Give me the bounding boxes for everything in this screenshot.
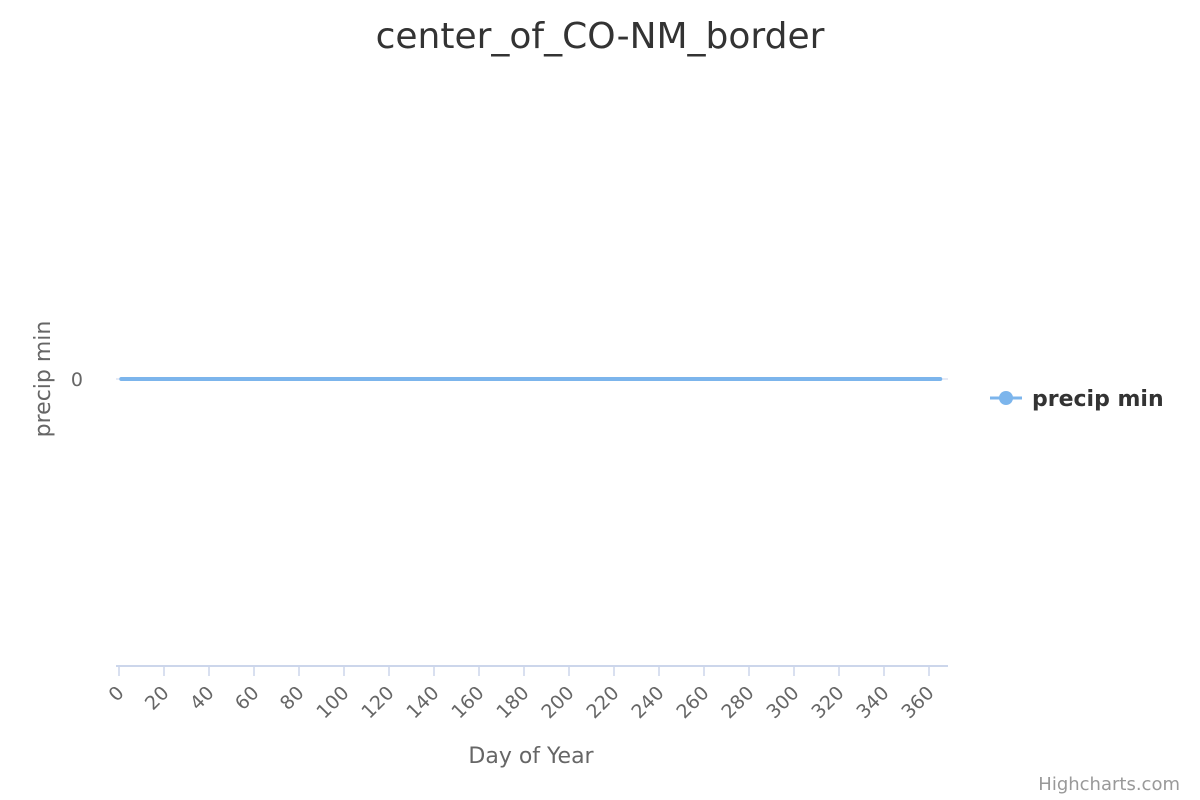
x-tick-label: 320 [807,682,848,723]
x-tick-label: 360 [897,682,938,723]
legend-marker [999,391,1013,405]
x-tick-label: 340 [852,682,893,723]
x-axis-title: Day of Year [468,744,594,769]
x-tick-label: 220 [582,682,623,723]
legend-label: precip min [1032,387,1164,412]
x-tick-label: 280 [717,682,758,723]
x-tick-label: 60 [231,682,264,715]
x-tick-label: 80 [276,682,309,715]
x-tick-label: 20 [141,682,174,715]
y-axis-title: precip min [31,321,56,438]
x-tick-label: 200 [537,682,578,723]
x-tick-label: 300 [762,682,803,723]
x-tick-label: 260 [672,682,713,723]
x-tick-label: 160 [447,682,488,723]
x-tick-label: 140 [402,682,443,723]
x-tick-label: 100 [312,682,353,723]
x-tick-label: 40 [186,682,219,715]
x-tick-label: 180 [492,682,533,723]
credits-link[interactable]: Highcharts.com [1038,774,1180,795]
y-tick-label: 0 [71,369,83,391]
x-tick-label: 120 [357,682,398,723]
x-tick-label: 240 [627,682,668,723]
x-tick-label: 0 [104,682,128,706]
chart-title: center_of_CO-NM_border [376,16,825,57]
legend-item[interactable]: precip min [990,387,1164,412]
plot-area: 0 20 40 60 80 100 120 140 160 180 200 220 240 260 280 3… [71,369,948,723]
